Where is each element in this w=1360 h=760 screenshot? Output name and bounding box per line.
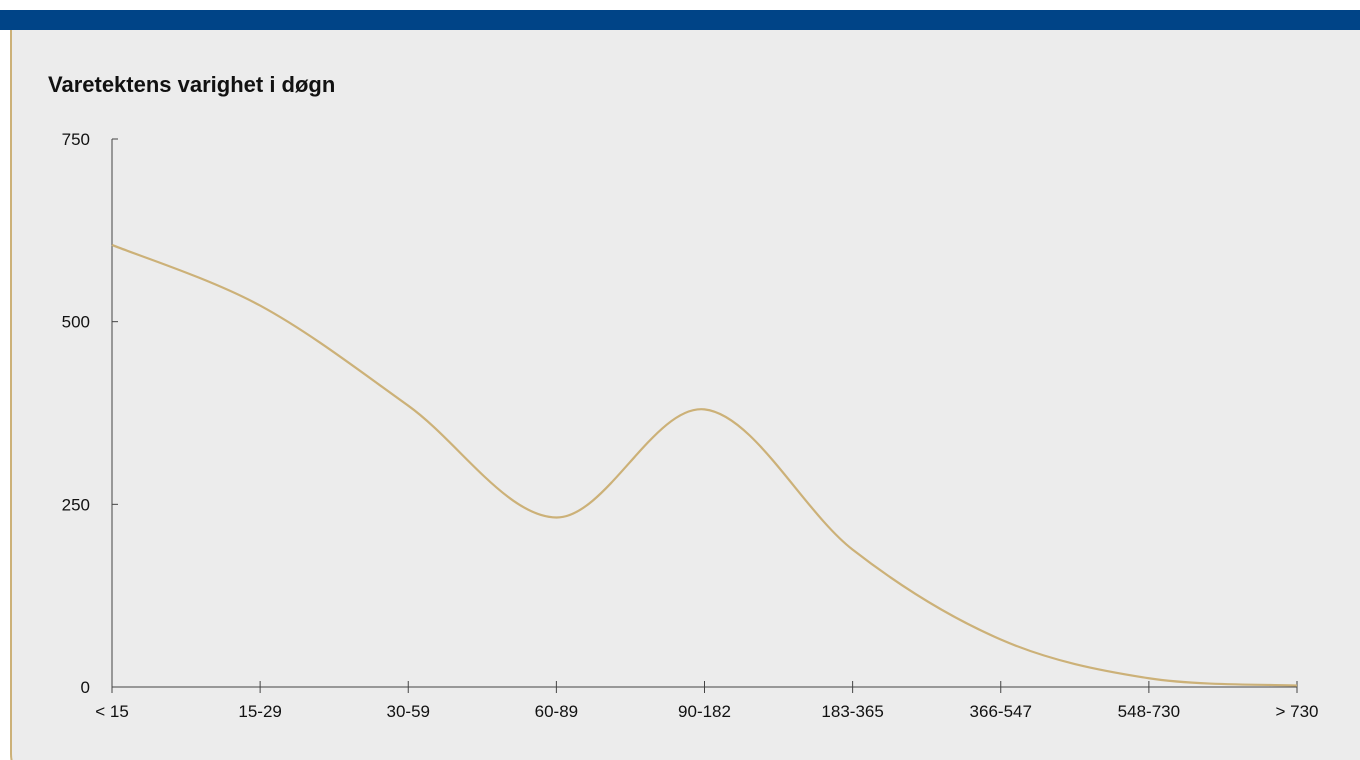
x-tick-label: 90-182 — [678, 702, 731, 721]
y-tick-label: 0 — [81, 678, 90, 697]
y-tick-label: 500 — [62, 313, 90, 332]
x-tick-label: < 15 — [95, 702, 129, 721]
x-tick-label: 30-59 — [387, 702, 430, 721]
data-point — [1297, 685, 1298, 686]
x-tick-label: 366-547 — [970, 702, 1032, 721]
data-point — [556, 517, 557, 518]
data-point — [112, 244, 113, 245]
data-point — [408, 405, 409, 406]
chart-panel — [10, 30, 1360, 760]
data-point — [1000, 639, 1001, 640]
series-line — [111, 243, 1298, 687]
header-bar — [0, 10, 1360, 30]
x-tick-label: 15-29 — [238, 702, 281, 721]
x-tick-label: > 730 — [1275, 702, 1318, 721]
x-tick-label: 548-730 — [1118, 702, 1180, 721]
data-point — [260, 305, 261, 306]
y-tick-label: 750 — [62, 130, 90, 149]
data-point — [704, 409, 705, 410]
x-tick-label: 60-89 — [535, 702, 578, 721]
data-point — [852, 549, 853, 550]
x-tick-label: 183-365 — [821, 702, 883, 721]
chart-title: Varetektens varighet i døgn — [48, 72, 336, 97]
data-point — [1148, 678, 1149, 679]
y-tick-label: 250 — [62, 495, 90, 514]
